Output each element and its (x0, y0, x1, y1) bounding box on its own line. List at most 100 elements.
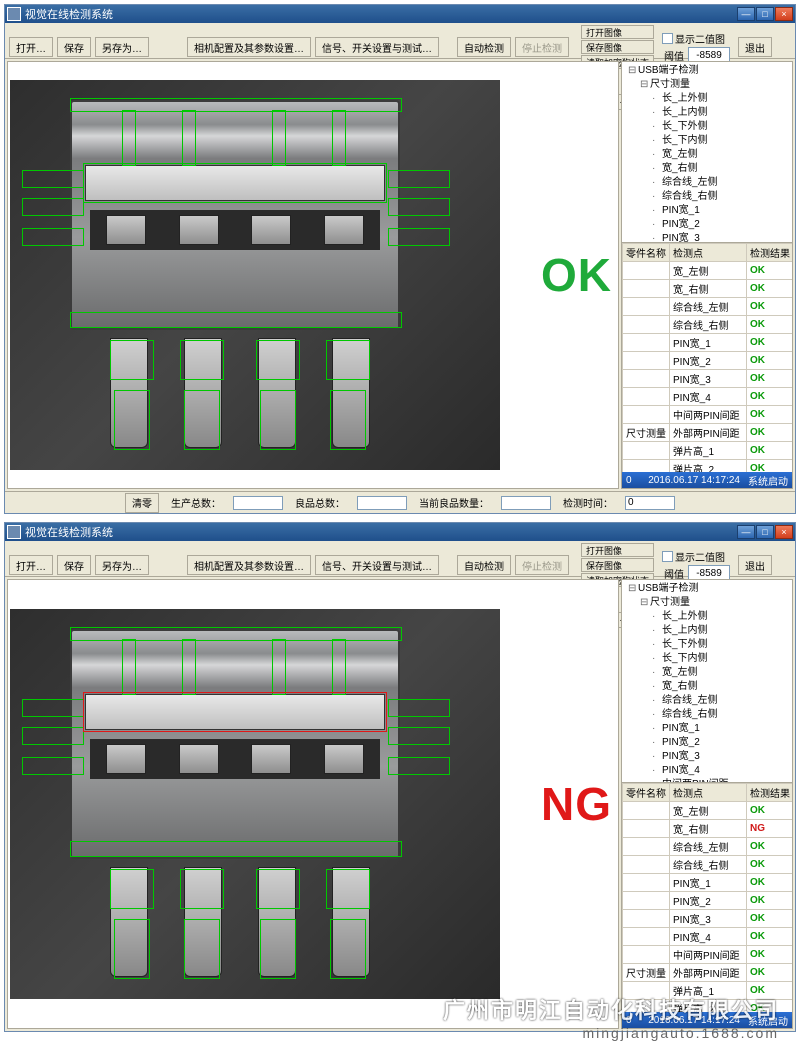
signal-config-button[interactable]: 信号、开关设置与测试… (315, 555, 439, 575)
tree-item[interactable]: ·宽_左侧 (624, 666, 790, 680)
open-button[interactable]: 打开… (9, 555, 53, 575)
roi-box (70, 627, 402, 641)
roi-box (22, 757, 84, 775)
status-timestamp: 2016.06.17 14:17:24 (648, 1015, 740, 1026)
roi-box (22, 170, 84, 188)
current-good-count-field (501, 496, 551, 510)
table-row[interactable]: 宽_右侧NG (623, 820, 793, 838)
save-button[interactable]: 保存 (57, 37, 91, 57)
toolbar: 打开…保存另存为… 相机配置及其参数设置…信号、开关设置与测试… 自动检测停止检测打… (5, 541, 795, 577)
table-row[interactable]: 弹片高_2OK (623, 460, 793, 473)
tree-item[interactable]: ·PIN宽_4 (624, 764, 790, 778)
table-row[interactable]: PIN宽_2OK (623, 352, 793, 370)
table-row[interactable]: 综合线_右侧OK (623, 856, 793, 874)
table-row[interactable]: 中间两PIN间距OK (623, 946, 793, 964)
titlebar: 视觉在线检测系统—□× (5, 5, 795, 23)
table-row[interactable]: 宽_左侧OK (623, 802, 793, 820)
table-row[interactable]: PIN宽_1OK (623, 874, 793, 892)
save-image-button[interactable]: 保存图像 (581, 558, 654, 572)
minimize-button[interactable]: — (737, 7, 755, 21)
table-row[interactable]: 综合线_左侧OK (623, 298, 793, 316)
table-row[interactable]: 尺寸测量外部两PIN间距OK (623, 424, 793, 442)
auto-detect-button[interactable]: 自动检测 (457, 37, 511, 57)
tree-item[interactable]: ·长_上内侧 (624, 624, 790, 638)
stop-detect-button[interactable]: 停止检测 (515, 555, 569, 575)
table-header: 零件名称 (623, 784, 670, 802)
tree-item[interactable]: ·长_下外侧 (624, 120, 790, 134)
tree-item[interactable]: ·长_上内侧 (624, 106, 790, 120)
tree-item[interactable]: ·PIN宽_2 (624, 736, 790, 750)
open-image-button[interactable]: 打开图像 (581, 25, 654, 39)
exit-button[interactable]: 退出 (738, 555, 772, 575)
table-row[interactable]: 综合线_左侧OK (623, 838, 793, 856)
tree-item[interactable]: ·PIN宽_2 (624, 218, 790, 232)
roi-box (110, 869, 154, 909)
close-button[interactable]: × (775, 525, 793, 539)
maximize-button[interactable]: □ (756, 525, 774, 539)
roi-slot (83, 163, 387, 203)
roi-box (180, 869, 224, 909)
open-button[interactable]: 打开… (9, 37, 53, 57)
table-row[interactable]: PIN宽_3OK (623, 370, 793, 388)
camera-config-button[interactable]: 相机配置及其参数设置… (187, 555, 311, 575)
table-row[interactable]: 综合线_右侧OK (623, 316, 793, 334)
app-window: 视觉在线检测系统—□× 打开…保存另存为… 相机配置及其参数设置…信号、开关设置与测… (4, 4, 796, 514)
save-button[interactable]: 保存 (57, 555, 91, 575)
tree-item[interactable]: ·宽_右侧 (624, 162, 790, 176)
table-row[interactable]: 尺寸测量外部两PIN间距OK (623, 964, 793, 982)
table-header: 零件名称 (623, 244, 670, 262)
tree-item[interactable]: ·PIN宽_3 (624, 750, 790, 764)
table-row[interactable]: PIN宽_3OK (623, 910, 793, 928)
saveas-button[interactable]: 另存为… (95, 37, 149, 57)
auto-detect-button[interactable]: 自动检测 (457, 555, 511, 575)
tree-item[interactable]: ·综合线_左侧 (624, 694, 790, 708)
clear-button[interactable]: 清零 (125, 493, 159, 513)
table-row[interactable]: 弹片高_2OK (623, 1000, 793, 1013)
tree-item[interactable]: ·长_下外侧 (624, 638, 790, 652)
camera-config-button[interactable]: 相机配置及其参数设置… (187, 37, 311, 57)
tree-item[interactable]: ·PIN宽_3 (624, 232, 790, 242)
show-binary-checkbox[interactable]: 显示二值图 (662, 31, 730, 46)
roi-box (70, 312, 402, 328)
app-icon (7, 525, 21, 539)
roi-box (388, 699, 450, 717)
tree-item[interactable]: ·综合线_左侧 (624, 176, 790, 190)
tree-item[interactable]: ·宽_右侧 (624, 680, 790, 694)
close-button[interactable]: × (775, 7, 793, 21)
inspection-tree[interactable]: ⊟USB端子检测⊟尺寸测量·长_上外侧·长_上内侧·长_下外侧·长_下内侧·宽_… (622, 62, 792, 242)
save-image-button[interactable]: 保存图像 (581, 40, 654, 54)
status-message: 系统启动 (748, 473, 788, 488)
signal-config-button[interactable]: 信号、开关设置与测试… (315, 37, 439, 57)
table-row[interactable]: 中间两PIN间距OK (623, 406, 793, 424)
saveas-button[interactable]: 另存为… (95, 555, 149, 575)
open-image-button[interactable]: 打开图像 (581, 543, 654, 557)
roi-box (180, 340, 224, 380)
minimize-button[interactable]: — (737, 525, 755, 539)
table-row[interactable]: PIN宽_2OK (623, 892, 793, 910)
table-row[interactable]: 宽_左侧OK (623, 262, 793, 280)
show-binary-checkbox[interactable]: 显示二值图 (662, 549, 730, 564)
table-row[interactable]: 宽_右侧OK (623, 280, 793, 298)
tree-item[interactable]: ·长_上外侧 (624, 610, 790, 624)
stop-detect-button[interactable]: 停止检测 (515, 37, 569, 57)
maximize-button[interactable]: □ (756, 7, 774, 21)
toolbar: 打开…保存另存为… 相机配置及其参数设置…信号、开关设置与测试… 自动检测停止检测打… (5, 23, 795, 59)
table-row[interactable]: 弹片高_1OK (623, 442, 793, 460)
tree-item[interactable]: ·PIN宽_1 (624, 204, 790, 218)
tree-item[interactable]: ·长_上外侧 (624, 92, 790, 106)
exit-button[interactable]: 退出 (738, 37, 772, 57)
tree-item[interactable]: ·宽_左侧 (624, 148, 790, 162)
tree-item[interactable]: ·长_下内侧 (624, 134, 790, 148)
tree-item[interactable]: ·综合线_右侧 (624, 708, 790, 722)
main-area: OK⊟USB端子检测⊟尺寸测量·长_上外侧·长_上内侧·长_下外侧·长_下内侧·… (5, 59, 795, 491)
roi-box (260, 919, 296, 979)
tree-item[interactable]: ·综合线_右侧 (624, 190, 790, 204)
verdict-label: NG (541, 777, 612, 831)
table-row[interactable]: PIN宽_1OK (623, 334, 793, 352)
table-row[interactable]: PIN宽_4OK (623, 928, 793, 946)
tree-item[interactable]: ·PIN宽_1 (624, 722, 790, 736)
inspection-tree[interactable]: ⊟USB端子检测⊟尺寸测量·长_上外侧·长_上内侧·长_下外侧·长_下内侧·宽_… (622, 580, 792, 782)
tree-item[interactable]: ·长_下内侧 (624, 652, 790, 666)
table-row[interactable]: 弹片高_1OK (623, 982, 793, 1000)
table-row[interactable]: PIN宽_4OK (623, 388, 793, 406)
